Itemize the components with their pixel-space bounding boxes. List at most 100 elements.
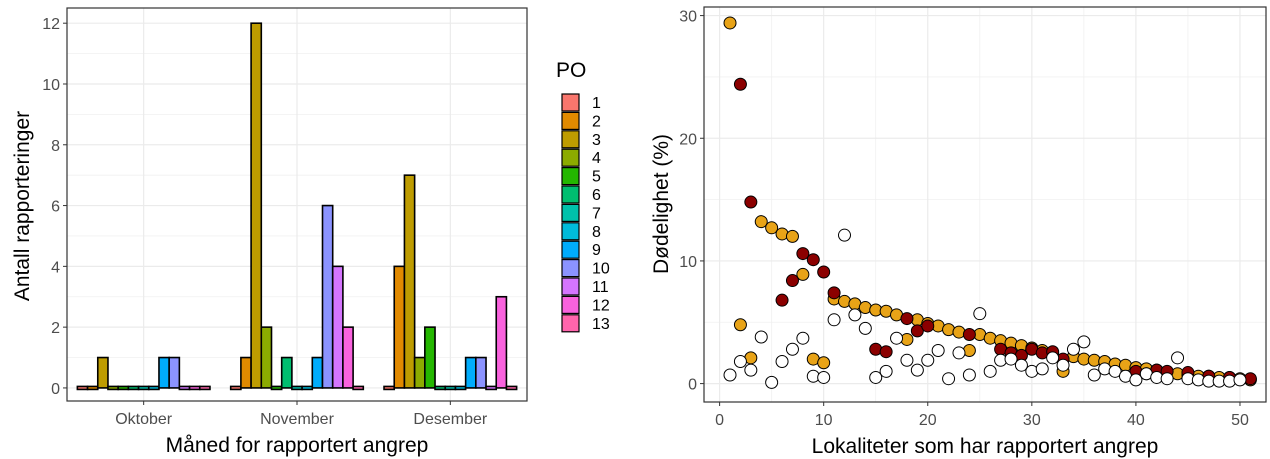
bar-november-po-13	[352, 385, 365, 391]
scatter-point	[744, 363, 758, 377]
legend-title: PO	[556, 59, 586, 82]
scatter-point	[1108, 364, 1122, 378]
y-tick-label: 10	[679, 254, 697, 271]
legend-key-po-9	[561, 240, 580, 259]
bar-november-po-5	[270, 385, 283, 391]
scatter-point	[785, 274, 799, 288]
scatter-point	[1160, 372, 1174, 386]
x-tick-label: Desember	[413, 411, 487, 428]
scatter-point	[733, 77, 747, 91]
scatter-point	[962, 368, 976, 382]
scatter-point	[796, 331, 810, 345]
scatter-point	[744, 195, 758, 209]
x-tick-label: 40	[1127, 412, 1145, 429]
bar-oktober-po-2	[86, 385, 99, 391]
scatter-point	[858, 321, 872, 335]
bar-chart-grid	[67, 8, 527, 401]
bar-november-po-2	[240, 356, 252, 389]
scatter-point	[733, 318, 747, 332]
x-tick-label: 10	[815, 412, 833, 429]
scatter-point	[921, 353, 935, 367]
bar-desember-po-12	[495, 295, 508, 389]
x-tick-label: 30	[1023, 412, 1041, 429]
bar-desember-po-1	[383, 385, 396, 391]
legend-key-po-3	[561, 130, 580, 149]
bar-oktober-po-12	[188, 385, 201, 391]
scatter-point	[973, 307, 987, 321]
scatter-point	[1129, 373, 1143, 387]
scatter-point	[785, 342, 799, 356]
scatter-point	[952, 346, 966, 360]
scatter-point	[817, 265, 831, 279]
bar-oktober-po-4	[107, 385, 119, 391]
legend-label-po-12: 12	[592, 297, 610, 314]
bar-desember-po-5	[424, 326, 436, 389]
bar-november-po-6	[280, 356, 293, 389]
y-tick-label: 0	[688, 377, 697, 394]
bar-november-po-7	[291, 385, 303, 391]
scatter-chart-panel-border	[703, 6, 1267, 403]
legend-key-po-13	[561, 314, 580, 333]
y-tick-label: 4	[51, 259, 60, 276]
bar-november-po-8	[301, 385, 314, 391]
y-tick-label: 12	[42, 16, 60, 33]
bar-desember-po-3	[403, 174, 416, 389]
scatter-point	[942, 372, 956, 386]
x-tick-label: Oktober	[115, 411, 173, 428]
scatter-point	[910, 363, 924, 377]
y-tick-label: 20	[679, 131, 697, 148]
legend-label-po-6: 6	[592, 187, 601, 204]
legend-label-po-11: 11	[592, 279, 609, 296]
scatter-point	[723, 16, 737, 30]
bar-desember-po-7	[444, 385, 457, 391]
scatter-point	[827, 286, 841, 300]
bar-oktober-po-13	[198, 385, 211, 391]
bar-desember-po-9	[464, 356, 477, 389]
legend-key-po-7	[561, 203, 580, 222]
legend-label-po-3: 3	[592, 132, 601, 149]
bar-oktober-po-11	[178, 385, 191, 391]
scatter-point	[817, 370, 831, 384]
scatter-point	[1035, 362, 1049, 376]
bar-oktober-po-6	[127, 385, 140, 391]
scatter-point	[806, 253, 820, 267]
bar-november-po-12	[342, 326, 354, 389]
bar-november-po-3	[250, 22, 263, 389]
bar-chart-bars	[76, 22, 518, 391]
scatter-point	[1087, 368, 1101, 382]
legend-label-po-9: 9	[592, 242, 601, 259]
y-tick-label: 6	[51, 199, 60, 216]
bar-november-po-4	[260, 326, 273, 389]
scatter-point	[796, 247, 810, 261]
legend-key-po-1	[561, 93, 580, 112]
scatter-point	[1171, 351, 1185, 365]
scatter-point	[765, 375, 779, 389]
bar-oktober-po-10	[168, 356, 181, 389]
scatter-point	[879, 364, 893, 378]
bar-november-po-10	[321, 204, 334, 389]
scatter-chart-points	[723, 16, 1257, 389]
bar-oktober-po-7	[137, 385, 150, 391]
legend-label-po-7: 7	[592, 205, 601, 222]
bar-desember-po-2	[393, 265, 406, 389]
y-tick-label: 2	[51, 320, 60, 337]
scatter-point	[1077, 335, 1091, 349]
scatter-point	[1066, 342, 1080, 356]
scatter-chart-y-ticks: 0 10 20 30	[679, 9, 704, 394]
bar-oktober-po-9	[158, 356, 170, 389]
x-tick-label: 0	[715, 412, 724, 429]
legend-label-po-8: 8	[592, 224, 601, 241]
scatter-point	[796, 267, 810, 281]
scatter-chart-y-axis-title: Dødelighet (%)	[650, 134, 673, 274]
legend-key-po-2	[561, 111, 580, 131]
bar-oktober-po-8	[147, 385, 160, 391]
scatter-point	[1014, 358, 1028, 372]
legend-key-po-6	[561, 185, 580, 204]
scatter-point	[900, 353, 914, 367]
scatter-point	[931, 343, 945, 357]
y-tick-label: 8	[51, 138, 60, 155]
y-tick-label: 30	[679, 9, 697, 26]
scatter-point	[890, 331, 904, 345]
scatter-point	[848, 308, 862, 322]
